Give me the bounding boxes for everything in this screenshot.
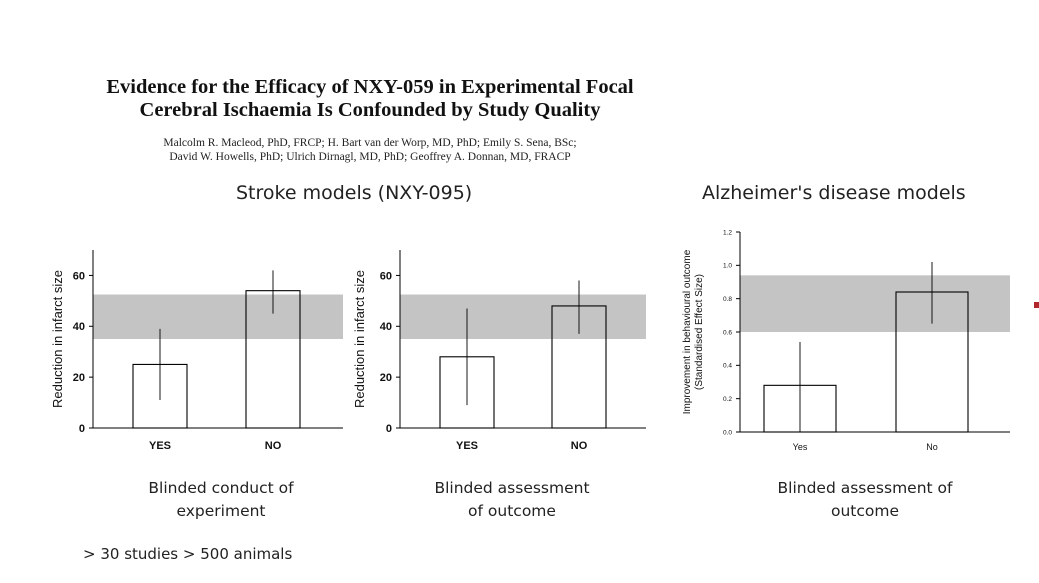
y-axis-label: Improvement in behavioural outcome [682, 249, 693, 414]
caption-chart-2: Blinded assessment of outcome [412, 477, 612, 523]
shaded-band [400, 294, 646, 339]
authors-line-1: Malcolm R. Macleod, PhD, FRCP; H. Bart v… [163, 137, 577, 149]
paper-title-line-2: Cerebral Ischaemia Is Confounded by Stud… [139, 99, 601, 121]
y-tick-label: 0.6 [723, 329, 732, 336]
y-tick-label: 0 [79, 423, 85, 435]
y-tick-label: 0.0 [723, 429, 732, 436]
caption-chart-3: Blinded assessment of outcome [755, 477, 975, 523]
y-tick-label: 0.4 [723, 363, 732, 370]
y-tick-label: 0.2 [723, 396, 732, 403]
y-tick-label: 60 [380, 270, 392, 282]
y-tick-label: 1.0 [723, 263, 732, 270]
y-axis-label: Reduction in infarct size [50, 270, 65, 408]
caption-1-line-2: experiment [176, 502, 266, 520]
category-label: YES [149, 440, 171, 452]
category-label: Yes [793, 442, 808, 452]
caption-2-line-1: Blinded assessment [434, 479, 590, 497]
paper-title: Evidence for the Efficacy of NXY-059 in … [60, 76, 680, 122]
caption-3-line-2: outcome [830, 502, 900, 520]
paper-title-line-1: Evidence for the Efficacy of NXY-059 in … [106, 76, 634, 98]
authors-line-2: David W. Howells, PhD; Ulrich Dirnagl, M… [169, 151, 571, 163]
y-tick-label: 20 [380, 372, 392, 384]
y-tick-label: 60 [73, 270, 85, 282]
caption-chart-1: Blinded conduct of experiment [121, 477, 321, 523]
y-tick-label: 20 [73, 372, 85, 384]
slide-edge-mark [1034, 302, 1039, 308]
y-tick-label: 0 [386, 423, 392, 435]
caption-1-line-1: Blinded conduct of [148, 479, 294, 497]
footnote-study-counts: > 30 studies > 500 animals [83, 545, 293, 563]
caption-3-line-1: Blinded assessment of [777, 479, 953, 497]
y-tick-label: 1.2 [723, 229, 732, 236]
paper-authors: Malcolm R. Macleod, PhD, FRCP; H. Bart v… [60, 136, 680, 164]
caption-2-line-2: of outcome [468, 502, 556, 520]
category-label: YES [456, 440, 478, 452]
y-tick-label: 40 [380, 321, 392, 333]
category-label: No [926, 442, 938, 452]
shaded-band [93, 294, 343, 339]
category-label: NO [571, 440, 588, 452]
alzheimer-models-heading: Alzheimer's disease models [702, 182, 966, 204]
y-tick-label: 0.8 [723, 296, 732, 303]
y-tick-label: 40 [73, 321, 85, 333]
shaded-band [740, 275, 1010, 332]
category-label: NO [265, 440, 282, 452]
stroke-models-heading: Stroke models (NXY-095) [236, 182, 473, 204]
y-axis-label: Reduction in infarct size [352, 270, 367, 408]
y-axis-label-secondary: (Standardised Effect Size) [694, 274, 705, 390]
